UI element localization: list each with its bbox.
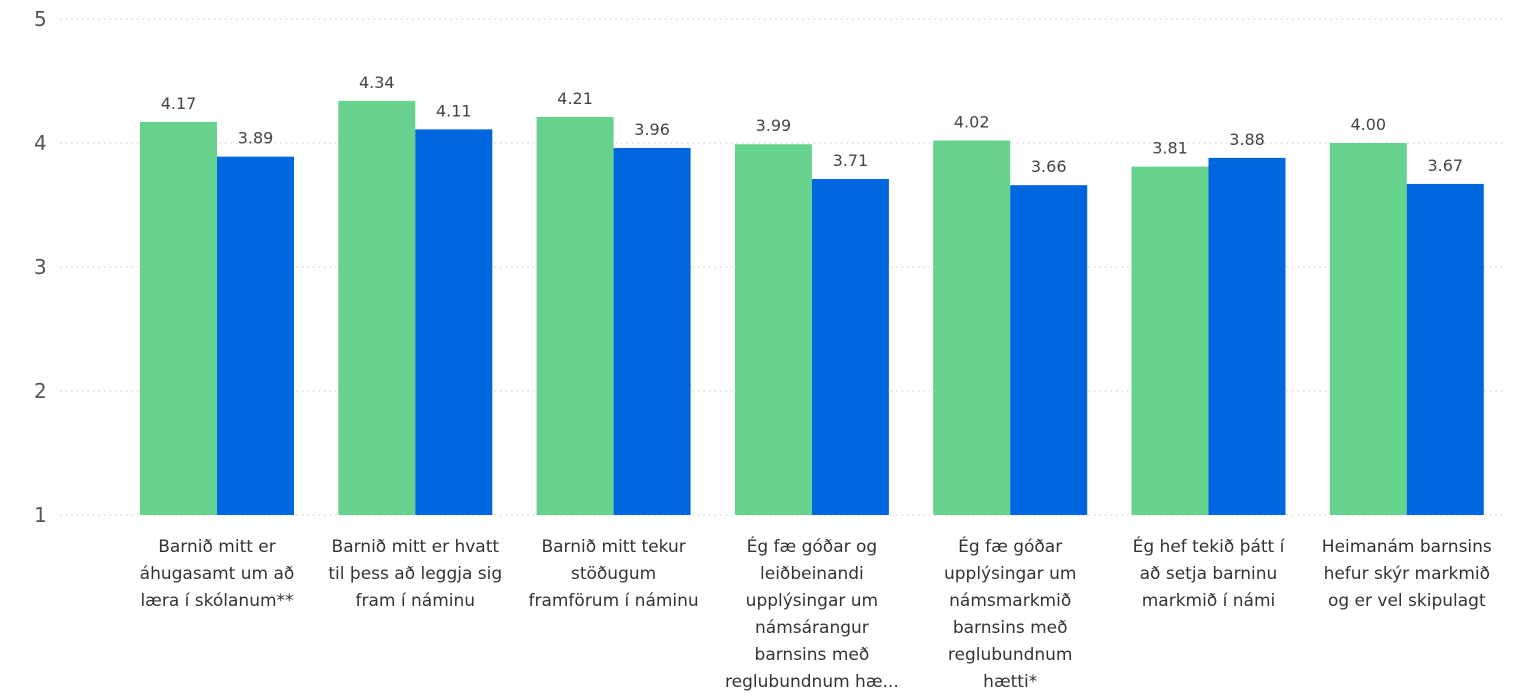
bar-series1-0 [140, 121, 217, 516]
x-category-label-line: reglubundnum hæ... [725, 672, 899, 692]
data-label: 3.67 [1427, 156, 1463, 175]
bar-series1-5 [1131, 166, 1209, 515]
bar-series1-3 [734, 144, 812, 516]
data-label: 4.11 [436, 101, 472, 120]
x-category-label: Ég hef tekið þátt í að setja barninu markm… [1133, 535, 1286, 611]
x-category-label: Heimanám barnsins hefur skýr markmið og er… [1322, 537, 1492, 611]
data-label: 4.02 [954, 113, 990, 132]
bar-series2-5 [1208, 157, 1286, 515]
x-category-label: Barnið mitt tekur stöðugum framförum í nám… [528, 537, 698, 611]
data-label: 4.21 [557, 89, 593, 108]
x-category-label-line: markmið í námi [1142, 591, 1276, 611]
x-category-label-line: að setja barninu [1140, 564, 1278, 584]
x-category-label-line: reglubundnum [948, 645, 1073, 665]
x-category-label: Ég fæ góðar upplýsingar um námsmarkmið barn… [944, 535, 1076, 692]
x-category-label-line: námsárangur [755, 618, 869, 638]
x-category-label-line: læra í skólanum** [140, 591, 293, 611]
x-category-label: Barnið mitt er áhugasamt um að læra í skól… [140, 537, 295, 611]
y-tick-label: 3 [34, 255, 47, 279]
x-category-label-line: Ég hef tekið þátt í [1133, 535, 1286, 557]
data-label: 4.34 [359, 73, 395, 92]
x-category-label-line: leiðbeinandi [760, 564, 864, 584]
x-category-label-line: barnsins með [953, 618, 1068, 638]
data-labels: 4.17 3.89 4.34 4.11 4.21 3.96 3.99 3.71 4.02 3.66… [161, 73, 1463, 176]
x-category-label-line: upplýsingar um [944, 564, 1076, 584]
x-category-label-line: námsmarkmið [949, 591, 1071, 611]
x-category-label-line: áhugasamt um að [140, 564, 295, 584]
x-category-label-line: Ég fæ góðar [958, 535, 1062, 557]
data-label: 3.99 [756, 116, 792, 135]
bar-series2-1 [415, 129, 493, 516]
x-category-label-line: Barnið mitt er hvatt [332, 537, 500, 557]
y-axis: 1 2 3 4 5 [34, 7, 47, 527]
data-label: 3.71 [833, 151, 869, 170]
bar-series2-0 [217, 156, 294, 515]
bar-series2-6 [1406, 183, 1484, 516]
bar-series1-6 [1329, 143, 1407, 515]
x-category-label-line: hefur skýr markmið [1324, 564, 1490, 584]
x-category-label-line: Barnið mitt er [158, 537, 276, 557]
y-tick-label: 1 [34, 503, 47, 527]
y-tick-label: 5 [34, 7, 47, 31]
x-category-label-line: fram í náminu [356, 591, 476, 611]
y-tick-label: 4 [34, 131, 47, 155]
x-category-label-line: framförum í náminu [528, 591, 698, 611]
data-label: 4.00 [1350, 115, 1386, 134]
x-category-label-line: og er vel skipulagt [1328, 591, 1486, 611]
y-tick-label: 2 [34, 379, 47, 403]
bar-series1-4 [933, 140, 1011, 515]
bars [140, 100, 1484, 516]
bar-series2-4 [1010, 185, 1088, 515]
data-label: 3.96 [634, 120, 670, 139]
x-axis: Barnið mitt er áhugasamt um að læra í skól… [140, 535, 1492, 692]
x-category-label-line: hætti* [983, 672, 1037, 692]
data-label: 3.88 [1229, 130, 1265, 149]
x-category-label-line: barnsins með [755, 645, 870, 665]
x-category-label-line: Barnið mitt tekur [541, 537, 685, 557]
data-label: 3.81 [1152, 139, 1188, 158]
bar-series1-1 [338, 100, 416, 515]
data-label: 4.17 [161, 94, 197, 113]
x-category-label-line: til þess að leggja sig [328, 564, 502, 584]
x-category-label-line: stöðugum [571, 564, 656, 584]
data-label: 3.89 [238, 129, 274, 148]
data-label: 3.66 [1031, 157, 1067, 176]
bar-series1-2 [536, 116, 614, 516]
x-category-label-line: Ég fæ góðar og [747, 535, 878, 557]
x-category-label-line: Heimanám barnsins [1322, 537, 1492, 557]
x-category-label: Barnið mitt er hvatt til þess að leggja s… [328, 537, 502, 611]
x-category-label: Ég fæ góðar og leiðbeinandi upplýsingar um… [725, 535, 899, 692]
bar-series2-3 [811, 178, 889, 515]
x-category-label-line: upplýsingar um [746, 591, 878, 611]
bar-series2-2 [613, 147, 691, 515]
